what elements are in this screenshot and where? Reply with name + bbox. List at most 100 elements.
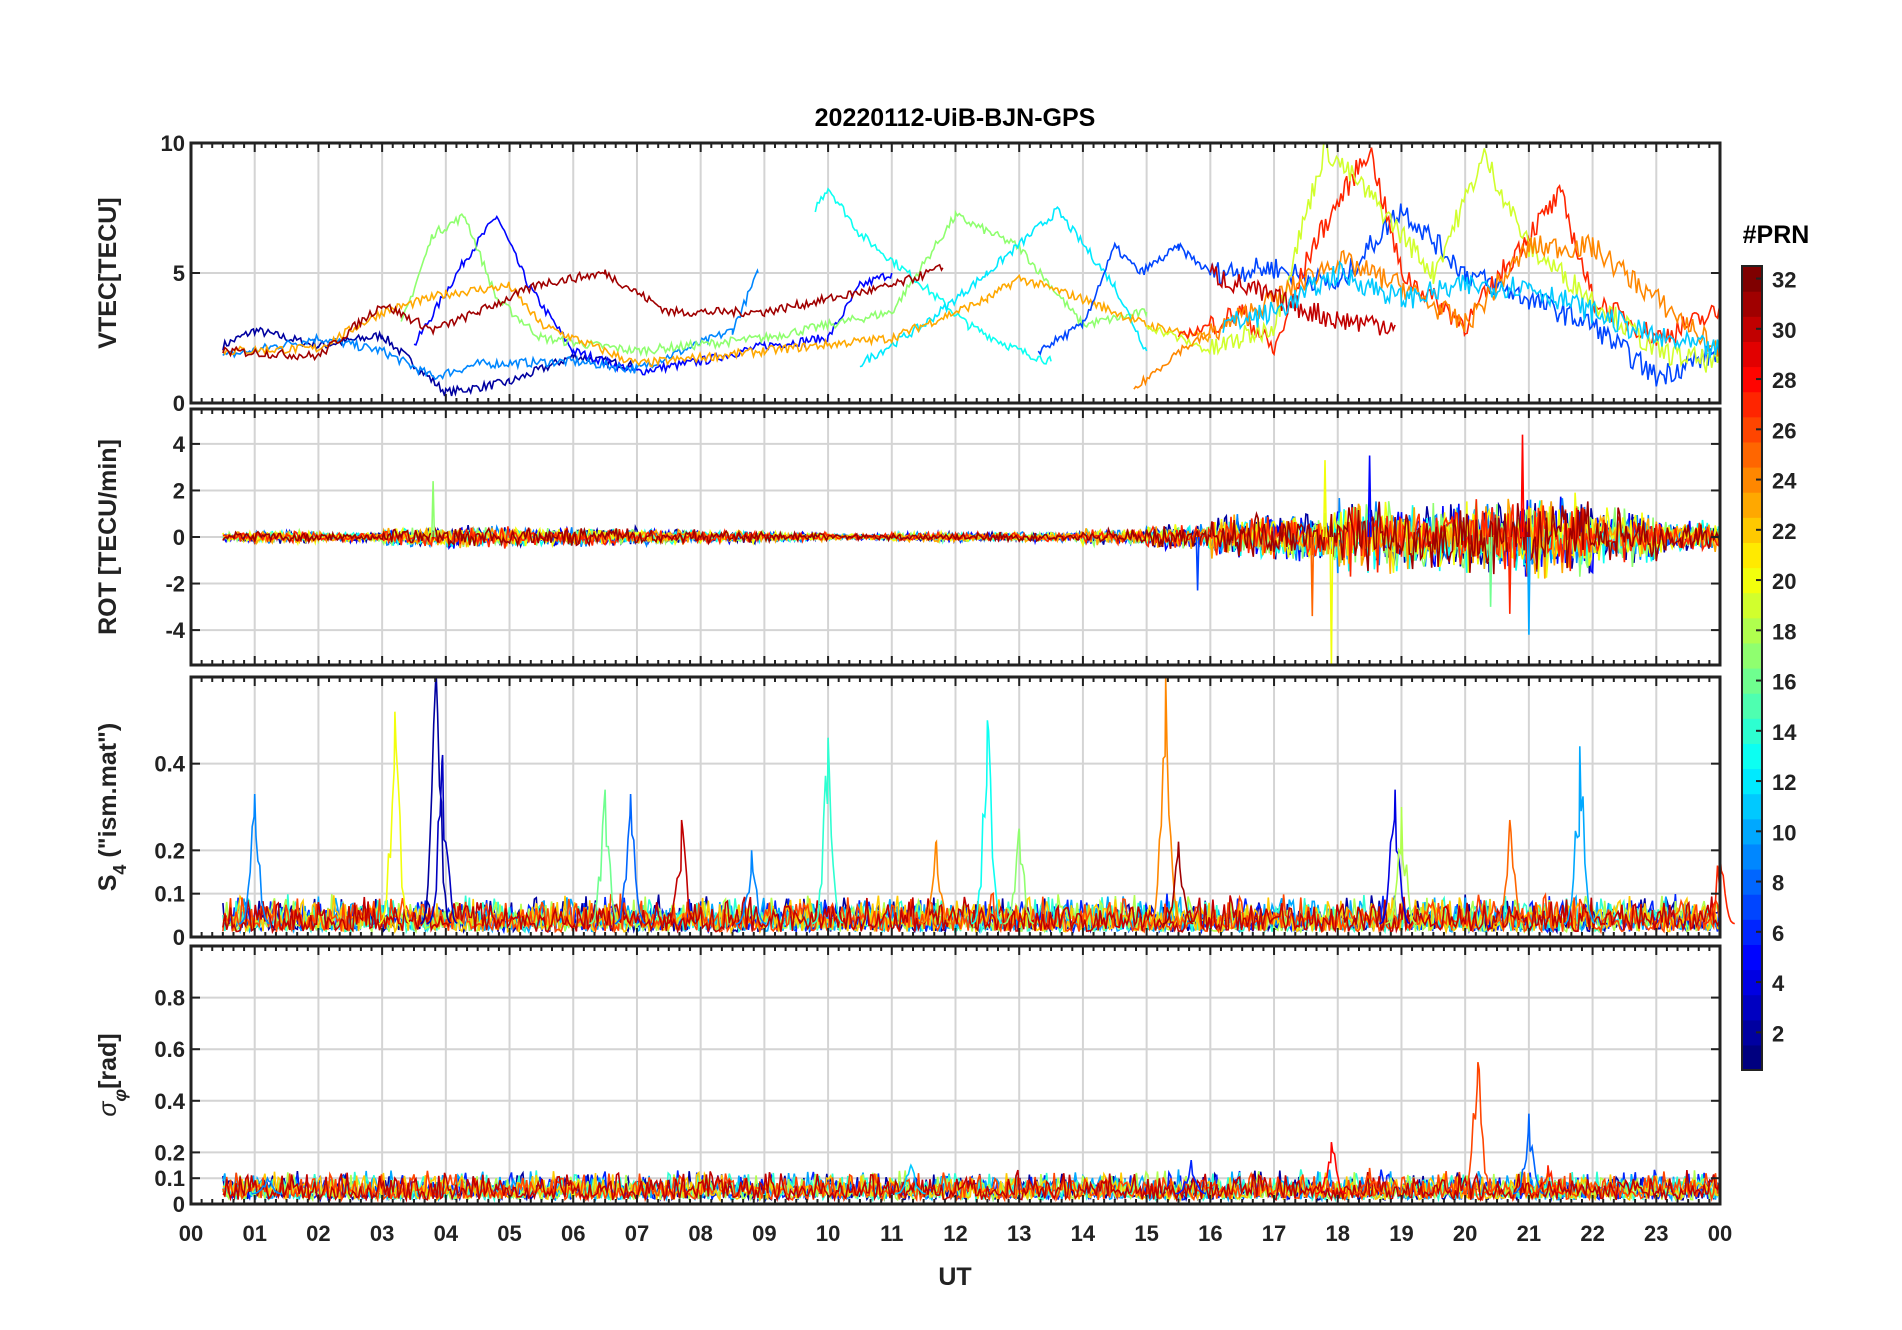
y-tick-label: 2 <box>173 478 185 503</box>
trace-prn-18 <box>1385 806 1417 925</box>
ylabel-sub: 4 <box>110 865 130 875</box>
colorbar-swatch <box>1742 994 1762 1021</box>
trace-prn-8 <box>1512 1113 1544 1195</box>
traces-sigma <box>222 1061 1721 1203</box>
y-tick-label: 0.1 <box>154 882 185 907</box>
x-tick-label: 09 <box>752 1221 776 1246</box>
y-tick-label: 0 <box>173 1192 185 1217</box>
colorbar-tick-label: 32 <box>1772 268 1796 293</box>
colorbar-swatch <box>1742 542 1762 569</box>
trace-prn-27 <box>1177 147 1721 357</box>
trace-prn-11 <box>895 1163 926 1195</box>
trace-prn-17 <box>1003 828 1035 925</box>
trace-prn-17 <box>431 481 436 538</box>
colorbar-swatch <box>1742 919 1762 945</box>
y-tick-label: 0 <box>173 925 185 950</box>
trace-prn-12 <box>859 205 1148 368</box>
x-tick-label: 21 <box>1517 1221 1541 1246</box>
colorbar-label: #PRN <box>1743 221 1810 249</box>
trace-prn-6 <box>1175 1159 1207 1195</box>
colorbar-tick-label: 12 <box>1772 770 1796 795</box>
colorbar-tick-label: 10 <box>1772 820 1796 845</box>
panel-s4: 0 0.1 0.2 0.4 S4 ("ism.mat") <box>94 675 1735 950</box>
y-tick-label: 0.4 <box>154 1089 185 1114</box>
colorbar-tick-label: 30 <box>1772 318 1796 343</box>
colorbar-swatch <box>1742 517 1762 543</box>
trace-prn-30 <box>222 895 1721 935</box>
y-tick-label: 0.6 <box>154 1037 185 1062</box>
traces-vtec <box>222 142 1721 397</box>
trace-prn-13 <box>971 720 1003 925</box>
colorbar-swatch <box>1742 567 1762 594</box>
colorbar-tick-label: 18 <box>1772 619 1796 644</box>
trace-prn-19 <box>1145 142 1721 373</box>
colorbar-swatch <box>1742 341 1762 368</box>
x-tick-label: 03 <box>370 1221 394 1246</box>
trace-prn-26 <box>1353 1167 1385 1195</box>
trace-prn-20 <box>1322 460 1328 538</box>
trace-prn-24 <box>920 839 952 925</box>
x-tick-label: 17 <box>1262 1221 1286 1246</box>
trace-prn-5 <box>413 214 893 376</box>
ylabel-tail: [rad] <box>94 1033 122 1089</box>
y-tick-label: 0.8 <box>154 986 185 1011</box>
x-tick-label: 14 <box>1071 1221 1096 1246</box>
colorbar-tick-label: 16 <box>1772 670 1796 695</box>
colorbar-tick-label: 24 <box>1772 469 1797 494</box>
x-tick-label: 00 <box>179 1221 203 1246</box>
y-tick-label: -2 <box>165 572 185 597</box>
colorbar-tick-label: 2 <box>1772 1021 1784 1046</box>
y-axis-label-vtec: VTEC[TECU] <box>94 197 122 348</box>
y-tick-label: 5 <box>173 261 185 286</box>
colorbar-swatch <box>1742 316 1762 342</box>
trace-prn-25 <box>1310 536 1315 617</box>
colorbar-tick-label: 22 <box>1772 519 1796 544</box>
x-tick-label: 10 <box>816 1221 840 1246</box>
colorbar-frame <box>1741 265 1763 1071</box>
chart-title: 20220112-UiB-BJN-GPS <box>815 104 1096 132</box>
colorbar-swatch <box>1742 416 1762 443</box>
y-axis-label-sigma: σφ[rad] <box>94 1033 130 1116</box>
x-tick-label: 05 <box>497 1221 521 1246</box>
colorbar-swatch <box>1742 944 1762 971</box>
colorbar-swatch <box>1742 467 1762 493</box>
ylabel-tail: ("ism.mat") <box>94 723 122 865</box>
x-tick-label: 18 <box>1326 1221 1350 1246</box>
colorbar-tick-label: 20 <box>1772 569 1796 594</box>
y-tick-label: 0.1 <box>154 1166 185 1191</box>
x-tick-label: 19 <box>1389 1221 1413 1246</box>
colorbar-swatch <box>1742 592 1762 619</box>
x-tick-label: 15 <box>1134 1221 1158 1246</box>
colorbar-swatch <box>1742 266 1762 292</box>
trace-prn-17 <box>400 209 1148 358</box>
colorbar-tick-label: 28 <box>1772 368 1796 393</box>
colorbar-swatch <box>1742 768 1762 795</box>
trace-prn-20 <box>378 711 411 925</box>
colorbar-swatch <box>1742 894 1762 920</box>
colorbar-swatch <box>1742 366 1762 393</box>
trace-prn-7 <box>1037 203 1721 387</box>
trace-prn-4 <box>1379 789 1411 925</box>
colorbar-swatch <box>1742 391 1762 418</box>
x-tick-label: 11 <box>880 1221 903 1246</box>
colorbar-swatch <box>1742 718 1762 744</box>
colorbar-swatch <box>1742 642 1762 669</box>
trace-prn-30 <box>1209 262 1396 336</box>
x-tick-label: 00 <box>1708 1221 1732 1246</box>
trace-prn-31 <box>222 501 1721 575</box>
trace-prn-30 <box>665 819 697 925</box>
colorbar-swatch <box>1742 793 1762 820</box>
x-axis-label: UT <box>938 1263 971 1291</box>
colorbar-swatch <box>1742 743 1762 770</box>
y-tick-label: 0.4 <box>154 752 185 777</box>
traces-rot <box>222 434 1721 666</box>
trace-prn-31 <box>1162 841 1194 925</box>
colorbar-swatch <box>1742 693 1762 719</box>
trace-prn-16 <box>1488 536 1493 607</box>
trace-prn-31 <box>222 263 944 362</box>
trace-prn-7 <box>1195 536 1200 591</box>
y-tick-label: 0.2 <box>154 838 185 863</box>
trace-prn-9 <box>735 850 767 925</box>
trace-prn-9 <box>222 268 759 381</box>
